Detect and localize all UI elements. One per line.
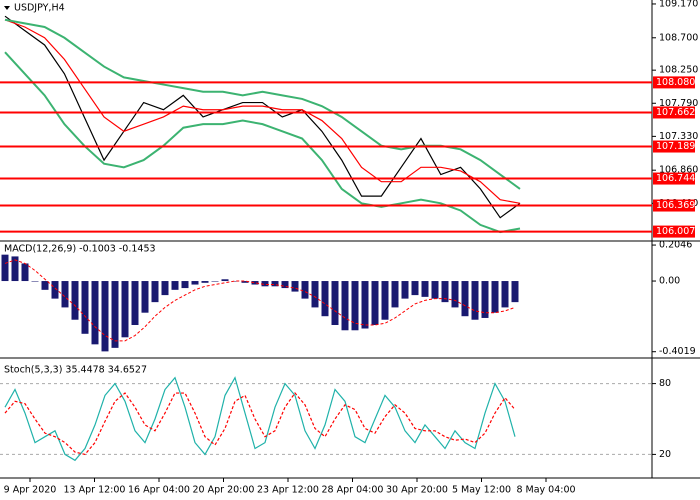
- macd-bar: [1, 254, 9, 282]
- macd-bar: [351, 281, 359, 331]
- y-tick-label: 107.330: [659, 131, 698, 142]
- menu-triangle[interactable]: [4, 6, 10, 10]
- y-tick-label: 107.790: [659, 98, 698, 109]
- macd-bar: [371, 281, 379, 325]
- level-label: 106.369: [656, 200, 695, 211]
- x-tick-label: 16 Apr 04:00: [128, 485, 190, 496]
- level-tag: [653, 106, 695, 119]
- macd-bar: [31, 281, 39, 282]
- level-tag: [653, 140, 695, 153]
- macd-bar: [241, 281, 249, 283]
- stoch-label: Stoch(5,3,3) 35.4478 34.6527: [4, 365, 147, 376]
- macd-bar: [101, 281, 109, 352]
- macd-bar: [281, 281, 289, 289]
- macd-bar: [171, 281, 179, 290]
- macd-bar: [61, 281, 69, 308]
- y-tick-label: 0.2046: [659, 240, 692, 251]
- level-label: 107.189: [656, 141, 695, 152]
- macd-bar: [131, 281, 139, 325]
- macd-bar: [311, 281, 319, 308]
- level-label: 107.662: [656, 107, 695, 118]
- macd-bar: [41, 281, 49, 290]
- macd-bar: [291, 281, 299, 292]
- macd-bar: [81, 281, 89, 334]
- x-tick-label: 5 May 12:00: [452, 485, 511, 496]
- macd-bar: [451, 281, 459, 308]
- macd-label: MACD(12,26,9) -0.1003 -0.1453: [4, 244, 156, 255]
- macd-signal: [4, 259, 516, 342]
- macd-bar: [321, 281, 329, 317]
- macd-bar: [121, 281, 129, 338]
- band-line: [4, 51, 521, 234]
- macd-bar: [301, 281, 309, 299]
- macd-bar: [331, 281, 339, 325]
- macd-bar: [441, 281, 449, 303]
- macd-bar: [391, 281, 399, 308]
- x-tick-label: 13 Apr 12:00: [64, 485, 126, 496]
- macd-bar: [161, 281, 169, 296]
- macd-bar: [491, 281, 499, 313]
- macd-bar: [251, 281, 259, 285]
- x-tick-label: 9 Apr 2020: [4, 485, 57, 496]
- y-tick-label: 108.700: [659, 32, 698, 43]
- price-line: [4, 15, 521, 219]
- y-tick-label: 80: [659, 378, 671, 389]
- y-tick-label: 0.00: [659, 276, 680, 287]
- y-tick-label: -0.4019: [659, 346, 696, 357]
- macd-bar: [401, 281, 409, 299]
- level-label: 106.007: [656, 226, 695, 237]
- macd-bar: [361, 281, 369, 329]
- x-tick-label: 20 Apr 20:00: [193, 485, 255, 496]
- macd-bar: [151, 281, 159, 303]
- y-tick-label: 108.250: [659, 65, 698, 76]
- macd-bar: [481, 281, 489, 318]
- macd-bar: [21, 263, 29, 282]
- y-tick-label: 109.170: [659, 0, 698, 9]
- stoch-signal: [4, 392, 516, 456]
- x-tick-label: 30 Apr 20:00: [386, 485, 448, 496]
- macd-bar: [411, 281, 419, 296]
- macd-bar: [341, 281, 349, 331]
- macd-bar: [511, 281, 519, 303]
- symbol-label: USDJPY,H4: [14, 3, 65, 14]
- macd-bar: [191, 281, 199, 285]
- macd-bar: [261, 281, 269, 287]
- macd-bar: [91, 281, 99, 345]
- macd-bar: [461, 281, 469, 317]
- x-tick-label: 23 Apr 12:00: [257, 485, 319, 496]
- macd-bar: [201, 281, 209, 283]
- macd-bar: [221, 279, 229, 282]
- macd-bar: [111, 281, 119, 348]
- macd-bar: [211, 281, 219, 282]
- macd-bar: [231, 281, 239, 282]
- level-tag: [653, 199, 695, 212]
- macd-bar: [51, 281, 59, 299]
- macd-bar: [381, 281, 389, 320]
- level-label: 106.744: [656, 173, 695, 184]
- y-tick-label: 20: [659, 449, 671, 460]
- level-label: 108.080: [656, 77, 695, 88]
- level-tag: [653, 225, 695, 238]
- macd-bar: [181, 281, 189, 289]
- y-tick-label: 106.860: [659, 165, 698, 176]
- macd-bar: [71, 281, 79, 320]
- level-tag: [653, 172, 695, 185]
- macd-bar: [141, 281, 149, 313]
- macd-bar: [431, 281, 439, 299]
- macd-bar: [421, 281, 429, 297]
- macd-bar: [271, 281, 279, 287]
- macd-bar: [11, 256, 19, 282]
- x-tick-label: 28 Apr 04:00: [322, 485, 384, 496]
- x-tick-label: 8 May 04:00: [516, 485, 575, 496]
- moving-average: [4, 19, 521, 204]
- macd-bar: [501, 281, 509, 308]
- macd-bar: [471, 281, 479, 320]
- level-tag: [653, 76, 695, 89]
